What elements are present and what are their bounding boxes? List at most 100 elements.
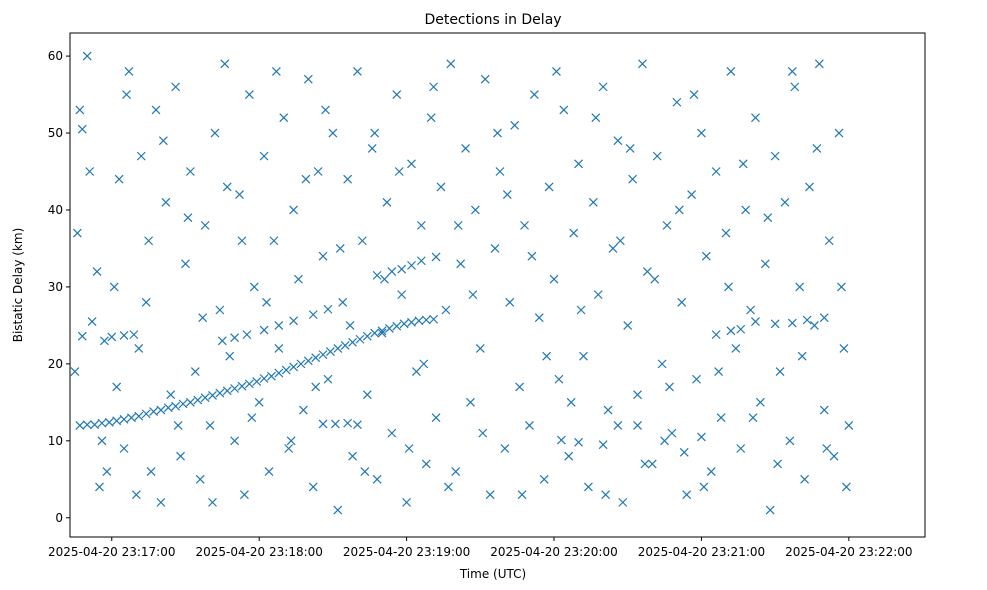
data-point	[773, 459, 783, 469]
data-point	[490, 244, 500, 253]
data-point	[163, 403, 173, 413]
data-point	[770, 151, 780, 161]
data-point	[431, 252, 441, 262]
data-point	[662, 220, 672, 230]
data-point	[407, 317, 416, 327]
data-point	[185, 397, 195, 407]
data-point	[119, 414, 129, 424]
data-point	[591, 113, 601, 123]
data-point	[333, 505, 343, 515]
data-point	[112, 382, 122, 392]
data-point	[802, 315, 812, 325]
data-point	[502, 190, 512, 200]
data-point	[787, 67, 797, 76]
data-point	[731, 344, 741, 353]
data-point	[785, 436, 795, 446]
data-point	[82, 420, 92, 430]
data-point	[109, 282, 119, 292]
data-point	[296, 359, 306, 369]
data-point	[579, 351, 588, 361]
data-point	[343, 174, 353, 184]
data-point	[220, 59, 230, 69]
data-point	[372, 474, 382, 484]
x-tick-label: 2025-04-20 23:17:00	[48, 545, 175, 559]
data-point	[640, 459, 650, 469]
data-point	[544, 182, 554, 192]
data-point	[650, 274, 660, 284]
data-point	[195, 474, 205, 484]
data-point	[348, 337, 357, 347]
data-point	[284, 444, 294, 453]
data-point	[755, 397, 765, 407]
data-point	[638, 59, 647, 69]
data-point	[527, 251, 537, 261]
data-point	[107, 332, 117, 342]
data-point	[837, 282, 846, 292]
data-point	[119, 444, 129, 453]
data-point	[392, 90, 402, 99]
data-point	[760, 259, 770, 269]
data-point	[318, 251, 328, 261]
data-point	[240, 490, 249, 500]
data-point	[495, 167, 505, 176]
data-point	[82, 51, 92, 61]
data-point	[343, 418, 353, 428]
data-point	[407, 159, 416, 169]
x-tick-label: 2025-04-20 23:21:00	[638, 545, 765, 559]
data-point	[505, 297, 515, 307]
data-point	[274, 344, 284, 353]
x-tick-label: 2025-04-20 23:18:00	[195, 545, 322, 559]
data-point	[274, 368, 284, 378]
data-point	[208, 497, 217, 507]
data-point	[800, 474, 810, 484]
data-point	[485, 490, 495, 500]
data-point	[377, 326, 387, 336]
data-point	[183, 213, 193, 223]
data-point	[724, 282, 733, 292]
data-point	[318, 419, 328, 429]
data-point	[711, 167, 721, 176]
data-point	[328, 128, 338, 138]
data-point	[692, 374, 701, 384]
plot-area	[70, 51, 854, 515]
data-point	[158, 136, 168, 146]
data-point	[763, 213, 773, 223]
data-point	[453, 220, 463, 230]
data-point	[72, 228, 82, 238]
data-point	[466, 397, 475, 407]
data-point	[510, 120, 520, 130]
data-point	[198, 313, 208, 323]
data-point	[534, 313, 544, 323]
data-point	[348, 451, 357, 461]
data-point	[797, 351, 807, 361]
data-point	[795, 282, 805, 292]
data-point	[475, 344, 485, 353]
data-point	[97, 436, 107, 446]
data-point	[699, 482, 709, 492]
data-point	[102, 467, 112, 477]
data-point	[387, 428, 397, 438]
data-point	[286, 436, 296, 446]
data-point	[274, 320, 284, 330]
data-point	[667, 428, 677, 438]
data-point	[480, 74, 490, 84]
data-point	[92, 267, 102, 276]
data-point	[146, 467, 156, 477]
data-point	[844, 421, 854, 430]
data-point	[271, 67, 281, 76]
data-point	[780, 197, 790, 207]
data-point	[267, 371, 276, 381]
data-point	[421, 315, 431, 325]
data-point	[185, 167, 195, 176]
data-point	[340, 340, 350, 350]
data-point	[222, 182, 232, 192]
data-point	[242, 330, 252, 340]
axes: 0 10 20 30 40 50 60 2025-04-20 23:17:00 2025-04-…	[48, 32, 926, 559]
data-point	[323, 304, 333, 314]
y-tick-label: 0	[55, 511, 63, 525]
data-point	[269, 236, 279, 246]
data-point	[716, 413, 726, 423]
data-point	[171, 82, 181, 92]
data-point	[134, 344, 144, 353]
data-point	[672, 97, 682, 107]
